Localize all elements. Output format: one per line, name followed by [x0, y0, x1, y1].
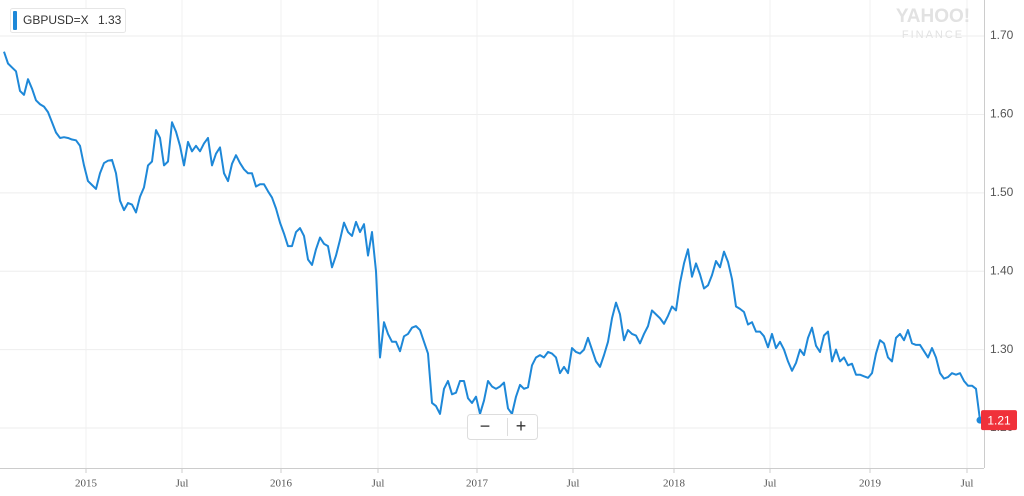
x-tick-label: Jul	[764, 478, 777, 490]
zoom-box	[467, 414, 538, 440]
legend: GBPUSD=X 1.33	[10, 8, 126, 33]
legend-box	[10, 8, 126, 33]
y-tick-label: 1.30	[990, 342, 1014, 356]
watermark: YAHOO!	[896, 6, 970, 27]
last-price-label: 1.21	[987, 413, 1011, 427]
y-tick-label: 1.70	[990, 28, 1014, 42]
y-tick-label: 1.40	[990, 263, 1014, 277]
x-tick-label: Jul	[567, 478, 580, 490]
zoom-out-button[interactable]: −	[480, 416, 491, 436]
last-price-box	[981, 410, 1017, 431]
x-tick-label: Jul	[372, 478, 385, 490]
legend-swatch	[13, 11, 17, 30]
zoom-controls: − +	[467, 414, 538, 440]
x-tick-label: 2018	[663, 478, 686, 490]
x-tick-label: Jul	[961, 478, 974, 490]
grid	[0, 0, 984, 468]
y-tick-label: 1.60	[990, 107, 1014, 121]
x-tick-label: Jul	[176, 478, 189, 490]
zoom-in-button[interactable]: +	[516, 416, 527, 436]
x-tick-label: 2017	[466, 478, 489, 490]
legend-value: 1.33	[98, 13, 122, 27]
y-tick-label: 1.50	[990, 185, 1014, 199]
x-tick-label: 2019	[859, 478, 882, 490]
legend-name: GBPUSD=X	[23, 13, 89, 27]
x-tick-label: 2016	[270, 478, 293, 490]
watermark: FINANCE	[902, 29, 964, 41]
x-tick-label: 2015	[75, 478, 98, 490]
price-line	[3, 51, 981, 421]
